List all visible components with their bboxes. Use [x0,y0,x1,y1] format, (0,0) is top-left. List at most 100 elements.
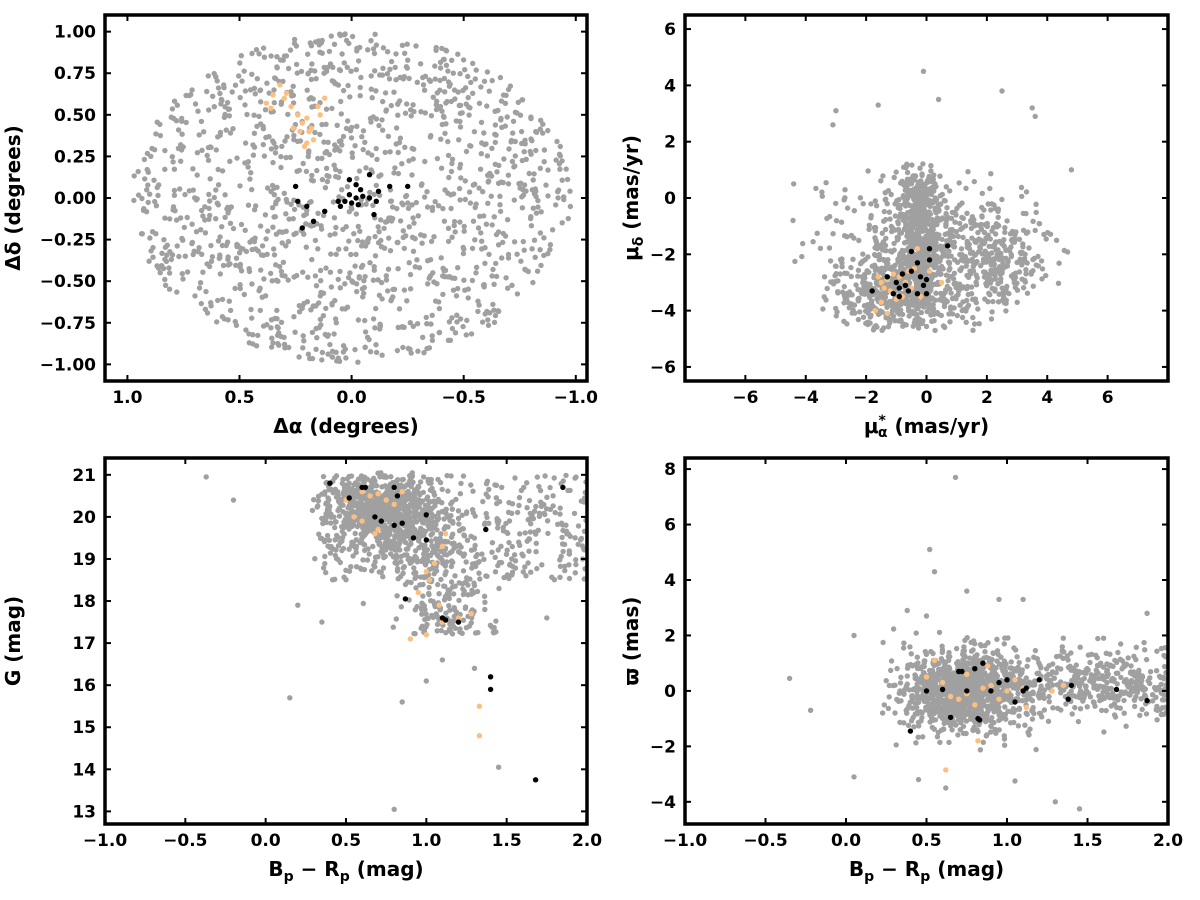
data-point [484,478,491,484]
data-point [520,238,526,245]
data-point [965,274,972,280]
data-point [509,569,516,575]
data-point [153,203,160,209]
data-point [952,219,958,225]
data-point [855,267,862,273]
data-point [452,229,458,235]
data-point [300,345,306,351]
data-point [859,274,865,280]
data-point [465,94,471,101]
data-point [387,149,393,155]
data-point [448,98,454,105]
data-point [493,273,500,280]
data-point [419,611,425,617]
data-point [504,114,510,120]
data-point [432,63,438,69]
data-point [348,517,354,524]
data-point [190,166,196,172]
data-point [414,502,421,508]
data-point [919,172,925,179]
data-point [360,128,367,134]
data-point [366,195,373,201]
data-point [936,218,942,224]
data-point [948,253,954,259]
data-point [964,239,971,246]
data-point [792,258,798,265]
data-point [333,473,340,479]
data-point [926,246,933,252]
data-point [162,215,168,221]
data-point [541,147,548,153]
data-point [947,188,953,194]
data-point [380,127,386,133]
data-point [860,314,867,320]
data-point [1024,290,1031,296]
data-point [835,278,841,284]
data-point [331,162,337,168]
data-point [211,70,217,77]
data-point [984,283,990,289]
data-point [377,326,383,332]
data-point [441,75,448,82]
data-point [949,311,956,317]
data-point [230,225,237,232]
data-point [857,195,864,201]
data-point [423,624,429,630]
data-point [409,145,415,152]
data-point [370,316,377,322]
data-point [353,182,359,188]
data-point [460,473,467,479]
data-point [395,112,401,118]
data-point [255,332,261,339]
data-point [323,106,330,112]
data-point [539,562,545,568]
data-point [904,169,911,176]
data-point [340,133,347,140]
data-point [988,316,995,322]
data-point [456,580,462,586]
data-point [381,474,387,480]
data-point [488,193,494,199]
data-point [368,498,375,504]
x-tick-label: −4 [793,388,819,408]
data-point [386,215,392,221]
data-point [498,559,505,566]
data-point [157,132,164,139]
data-point [566,551,572,557]
data-point [399,699,405,705]
data-point [1038,258,1045,264]
data-point [268,105,274,111]
data-point [346,568,353,574]
data-point [573,557,579,563]
data-point [308,177,315,183]
data-point [866,226,872,232]
data-point [438,255,444,261]
data-point [509,543,515,550]
data-point [174,289,180,295]
data-point [440,56,447,63]
data-point [491,281,497,287]
data-point [397,74,403,81]
data-point [373,145,379,152]
data-point [946,248,952,254]
data-point [962,223,969,229]
data-point [924,190,930,196]
data-point [260,45,267,51]
data-point [148,153,154,159]
data-point [992,241,998,247]
data-point [300,269,306,275]
data-point [487,674,494,680]
data-point [514,291,521,297]
data-point [431,560,438,566]
data-point [268,53,274,59]
data-point [866,222,872,228]
data-point [882,226,889,233]
data-point [867,320,873,326]
data-point [495,764,502,770]
data-point [184,214,190,221]
data-point [426,524,433,530]
data-point [453,293,460,299]
data-point [890,291,896,297]
x-tick-label: 0 [921,388,933,408]
data-point [422,542,428,548]
